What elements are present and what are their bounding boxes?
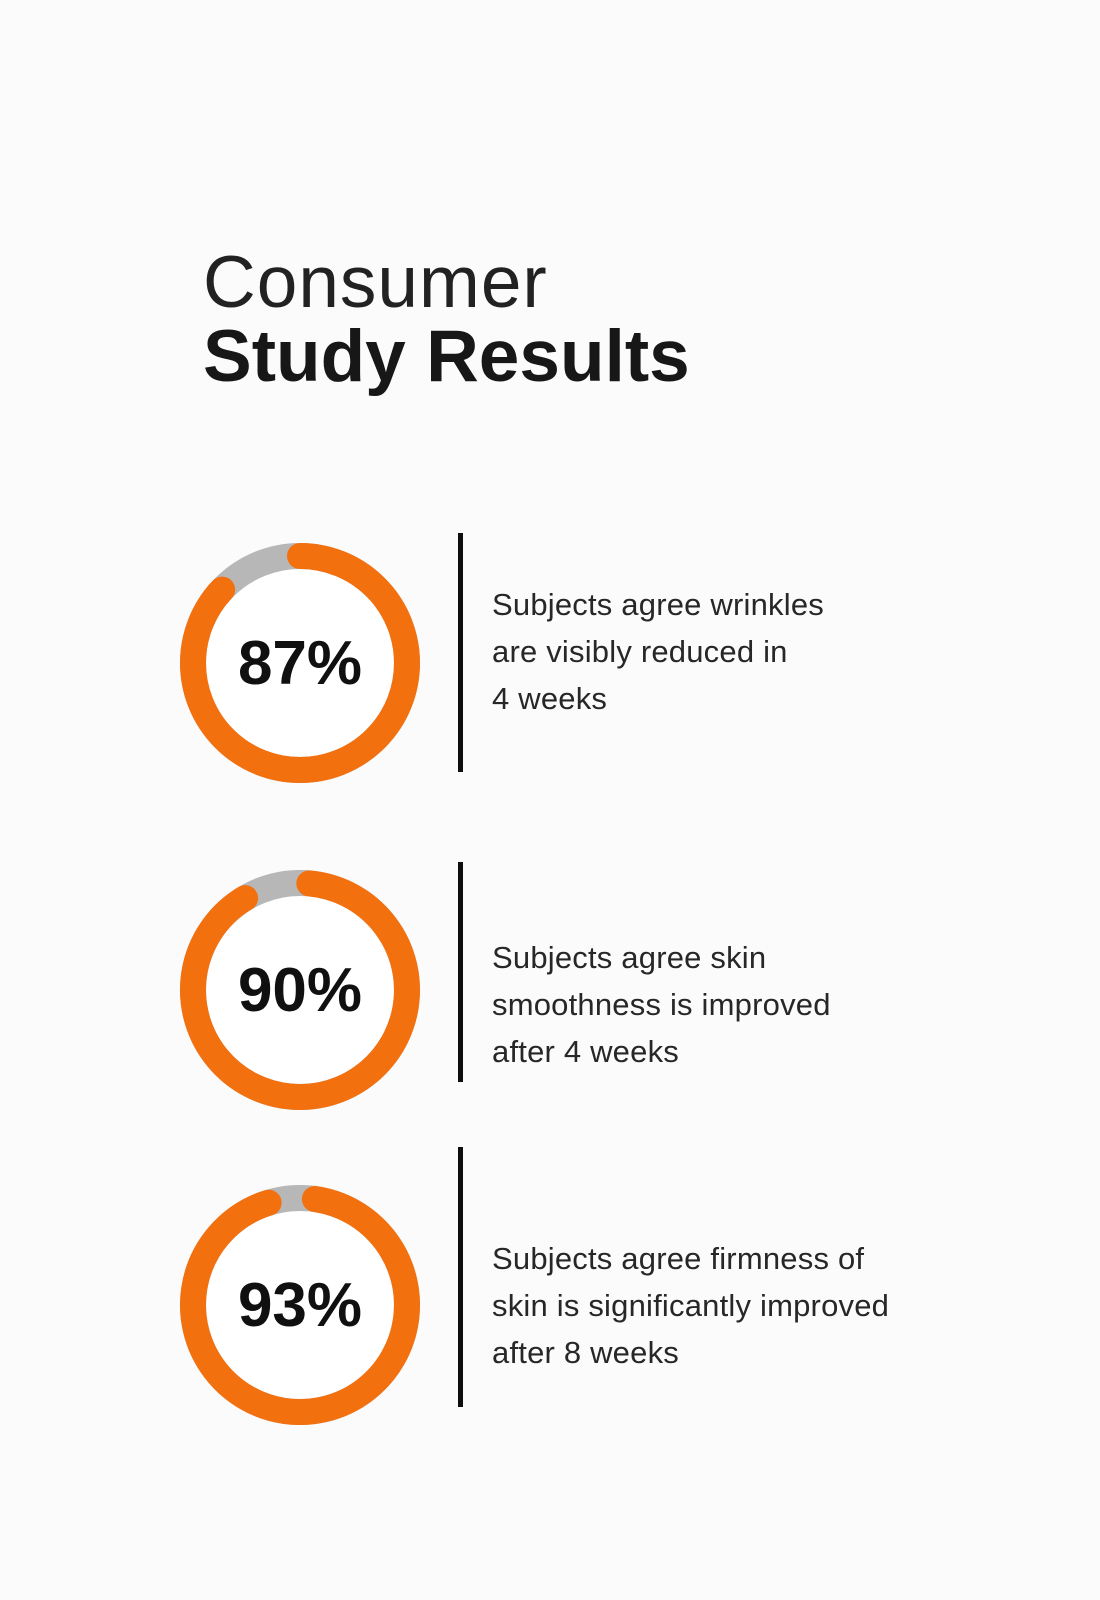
stat-description-row3: Subjects agree firmness of skin is signi… [492, 1235, 889, 1376]
donut-ring-progress [180, 543, 420, 783]
vertical-divider-row1 [458, 533, 463, 772]
donut-chart-row3: 93% [180, 1185, 420, 1425]
percent-label-row3: 93% [237, 1270, 363, 1340]
donut-chart-row2: 90% [180, 870, 420, 1110]
stat-description-line: Subjects agree wrinkles [492, 587, 824, 622]
page-title-line1: Consumer [203, 242, 548, 323]
percent-overlay: 93% [180, 1185, 420, 1425]
percent-label-row1: 87% [237, 628, 363, 698]
page-title-line2: Study Results [203, 316, 690, 397]
stat-description-line: smoothness is improved [492, 987, 831, 1022]
stat-description-row2: Subjects agree skin smoothness is improv… [492, 934, 831, 1075]
donut-ring-row1 [180, 543, 420, 783]
percent-overlay: 87% [180, 543, 420, 783]
stat-description-line: after 8 weeks [492, 1335, 679, 1370]
donut-ring-row3 [180, 1185, 420, 1425]
percent-label-row2: 90% [237, 955, 363, 1025]
stat-description-line: Subjects agree skin [492, 940, 767, 975]
donut-ring-row2 [180, 870, 420, 1110]
page-title: Consumer Study Results [203, 246, 690, 395]
stat-description-line: are visibly reduced in [492, 634, 788, 669]
vertical-divider-row3 [458, 1147, 463, 1407]
donut-ring-progress [180, 870, 420, 1110]
stat-description-line: skin is significantly improved [492, 1288, 890, 1323]
vertical-divider-row2 [458, 862, 463, 1082]
stat-description-line: Subjects agree firmness of [492, 1241, 865, 1276]
donut-ring-progress [180, 1185, 420, 1425]
percent-overlay: 90% [180, 870, 420, 1110]
donut-chart-row1: 87% [180, 543, 420, 783]
stat-description-row1: Subjects agree wrinkles are visibly redu… [492, 581, 824, 722]
stat-description-line: after 4 weeks [492, 1034, 679, 1069]
stat-description-line: 4 weeks [492, 681, 608, 716]
